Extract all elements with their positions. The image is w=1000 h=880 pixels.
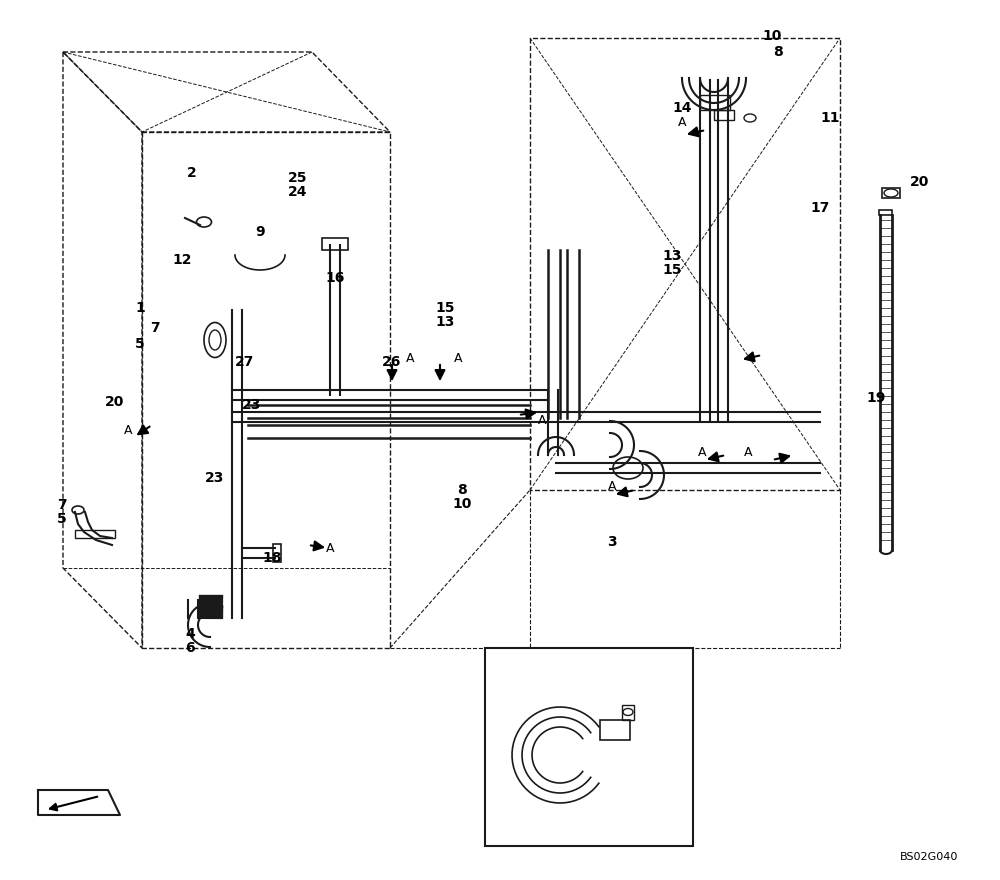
Text: 5: 5 [57,512,67,526]
Text: 4: 4 [185,627,195,641]
Text: 3: 3 [607,535,617,549]
Text: 8: 8 [457,483,467,497]
Text: A: A [678,115,686,128]
Text: 7: 7 [150,321,160,335]
Text: 20: 20 [105,395,125,409]
Text: A: A [326,541,334,554]
Text: 26: 26 [382,355,402,369]
Bar [700,95,730,110]
Text: 5: 5 [135,337,145,351]
Text: 15: 15 [662,263,682,277]
Text: A: A [406,351,414,364]
Text: A: A [538,414,546,427]
Text: 23: 23 [242,398,262,412]
Text: BS02G040: BS02G040 [900,852,958,862]
Bar [882,188,900,198]
Text: 18: 18 [262,551,282,565]
Text: 13: 13 [662,249,682,263]
Text: 10: 10 [762,29,782,43]
Text: 25: 25 [288,171,308,185]
Text: A: A [454,351,462,364]
Text: 23: 23 [205,471,225,485]
Text: 10: 10 [452,497,472,511]
Bar [322,238,348,250]
Text: 14: 14 [672,101,692,115]
Text: 16: 16 [325,271,345,285]
Text: 17: 17 [810,201,830,215]
Text: 22: 22 [635,653,655,667]
Text: 24: 24 [288,185,308,199]
Text: A: A [491,822,499,834]
Text: 8: 8 [773,45,783,59]
Text: A: A [698,445,706,458]
Text: 27: 27 [235,355,255,369]
Text: 23: 23 [525,653,545,667]
Bar [622,705,634,720]
Bar [879,210,892,215]
Text: 1: 1 [135,301,145,315]
Bar [75,530,115,538]
Text: 19: 19 [866,391,886,405]
Bar [600,720,630,740]
Text: A: A [124,423,132,436]
Bar [485,648,693,846]
Text: 2: 2 [187,166,197,180]
Text: A: A [744,445,752,458]
Text: 9: 9 [255,225,265,239]
Text: 20: 20 [910,175,930,189]
Text: 7: 7 [57,498,67,512]
Bar [273,544,281,562]
Text: 15: 15 [435,301,455,315]
Text: 21: 21 [645,821,665,835]
Text: 11: 11 [820,111,840,125]
Text: 6: 6 [185,641,195,655]
Text: A: A [608,480,616,493]
Text: 13: 13 [435,315,455,329]
Text: 12: 12 [172,253,192,267]
Bar [714,110,734,120]
